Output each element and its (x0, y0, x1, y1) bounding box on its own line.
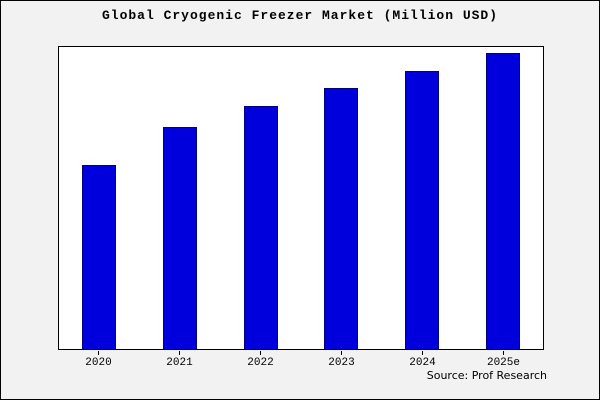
x-tick-text: 2022 (247, 357, 274, 369)
x-tick-mark (422, 351, 423, 355)
x-tick-text: 2020 (85, 357, 112, 369)
x-tick-label-2024: 2024 (382, 351, 463, 369)
x-tick-mark (179, 351, 180, 355)
bar-2020 (82, 165, 117, 349)
x-tick-label-2025e: 2025e (463, 351, 544, 369)
x-tick-mark (260, 351, 261, 355)
x-tick-label-2022: 2022 (220, 351, 301, 369)
bar-2022 (243, 106, 278, 349)
bar-2023 (324, 88, 359, 349)
x-axis-labels: 2020 2021 2022 2023 2024 2025e (58, 351, 544, 369)
plot-area (58, 46, 544, 350)
bar-2025e (485, 52, 520, 349)
x-tick-label-2020: 2020 (58, 351, 139, 369)
x-tick-mark (503, 351, 504, 355)
x-tick-text: 2024 (409, 357, 436, 369)
x-tick-text: 2023 (328, 357, 355, 369)
bar-slot (59, 47, 140, 349)
chart-title: Global Cryogenic Freezer Market (Million… (101, 8, 499, 23)
bar-2021 (163, 126, 197, 349)
bar-slot (220, 47, 301, 349)
x-tick-text: 2021 (166, 357, 193, 369)
bar-slot (140, 47, 221, 349)
bar-slot (462, 47, 543, 349)
x-tick-mark (98, 351, 99, 355)
bar-slot (382, 47, 463, 349)
x-tick-label-2023: 2023 (301, 351, 382, 369)
source-credit: Source: Prof Research (426, 369, 547, 382)
bar-2024 (405, 70, 440, 349)
x-tick-mark (341, 351, 342, 355)
bars-container (59, 47, 543, 349)
bar-slot (301, 47, 382, 349)
x-tick-text: 2025e (486, 357, 520, 369)
x-tick-label-2021: 2021 (139, 351, 220, 369)
